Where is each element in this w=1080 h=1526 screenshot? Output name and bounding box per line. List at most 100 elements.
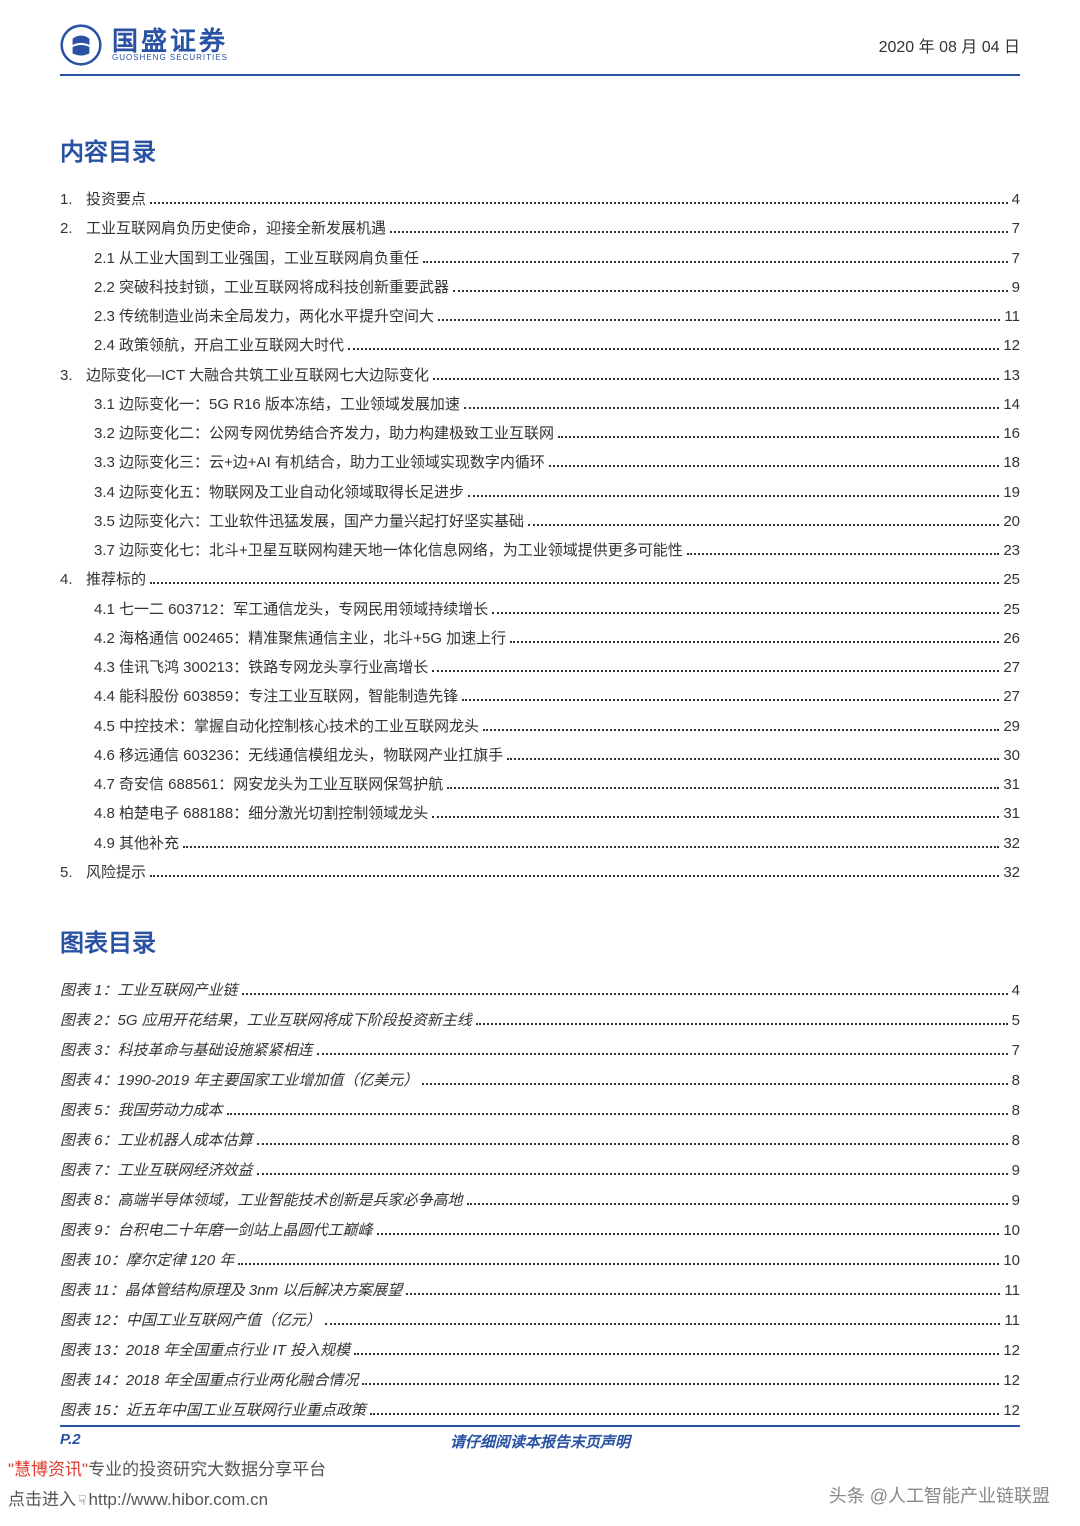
toc-entry[interactable]: 3.7 边际变化七：北斗+卫星互联网构建天地一体化信息网络，为工业领域提供更多可… bbox=[60, 536, 1020, 565]
toc-entry-page: 25 bbox=[1003, 595, 1020, 624]
watermark-url[interactable]: http://www.hibor.com.cn bbox=[89, 1490, 269, 1509]
toc-entry-dots bbox=[464, 407, 999, 409]
toc-entry[interactable]: 5.风险提示32 bbox=[60, 858, 1020, 887]
toc-entry-page: 16 bbox=[1003, 419, 1020, 448]
figure-entry[interactable]: 图表 5：我国劳动力成本8 bbox=[60, 1096, 1020, 1126]
toc-entry-page: 9 bbox=[1012, 273, 1020, 302]
toc-entry[interactable]: 4.6 移远通信 603236：无线通信模组龙头，物联网产业扛旗手30 bbox=[60, 741, 1020, 770]
toc-entry[interactable]: 2.1 从工业大国到工业强国，工业互联网肩负重任7 bbox=[60, 244, 1020, 273]
toc-entry[interactable]: 4.1 七一二 603712：军工通信龙头，专网民用领域持续增长25 bbox=[60, 595, 1020, 624]
logo-cn-text: 国盛证券 bbox=[112, 28, 228, 54]
figure-entry-page: 12 bbox=[1003, 1366, 1020, 1396]
toc-entry-page: 31 bbox=[1003, 770, 1020, 799]
toc-entry-page: 27 bbox=[1003, 682, 1020, 711]
toc-entry[interactable]: 1.投资要点4 bbox=[60, 185, 1020, 214]
toc-entry-dots bbox=[348, 348, 999, 350]
toc-entry[interactable]: 2.2 突破科技封锁，工业互联网将成科技创新重要武器9 bbox=[60, 273, 1020, 302]
toc-entry-dots bbox=[423, 261, 1008, 263]
toc-entry[interactable]: 4.9 其他补充32 bbox=[60, 829, 1020, 858]
toc-entry[interactable]: 4.8 柏楚电子 688188：细分激光切割控制领域龙头31 bbox=[60, 799, 1020, 828]
toc-entry[interactable]: 4.2 海格通信 002465：精准聚焦通信主业，北斗+5G 加速上行26 bbox=[60, 624, 1020, 653]
toc-entry-dots bbox=[390, 231, 1008, 233]
toc-entry[interactable]: 2.工业互联网肩负历史使命，迎接全新发展机遇7 bbox=[60, 214, 1020, 243]
toc-entry[interactable]: 4.3 佳讯飞鸿 300213：铁路专网龙头享行业高增长 27 bbox=[60, 653, 1020, 682]
figure-entry[interactable]: 图表 3：科技革命与基础设施紧紧相连7 bbox=[60, 1036, 1020, 1066]
toc-entry-dots bbox=[507, 758, 999, 760]
toc-entry-page: 18 bbox=[1003, 448, 1020, 477]
toc-entry[interactable]: 3.4 边际变化五：物联网及工业自动化领域取得长足进步19 bbox=[60, 478, 1020, 507]
toc-entry-dots bbox=[687, 553, 1000, 555]
toc-entry[interactable]: 4.4 能科股份 603859：专注工业互联网，智能制造先锋27 bbox=[60, 682, 1020, 711]
toc-entry[interactable]: 3.边际变化—ICT 大融合共筑工业互联网七大边际变化13 bbox=[60, 361, 1020, 390]
toc-entry-label: 4.3 佳讯飞鸿 300213：铁路专网龙头享行业高增长 bbox=[94, 653, 428, 682]
toc-entry-dots bbox=[432, 670, 999, 672]
header-date: 2020 年 08 月 04 日 bbox=[879, 33, 1020, 57]
toc-entry-num: 3. bbox=[60, 361, 86, 390]
toc-entry[interactable]: 3.3 边际变化三：云+边+AI 有机结合，助力工业领域实现数字内循环18 bbox=[60, 448, 1020, 477]
figure-entry-label: 图表 10：摩尔定律 120 年 bbox=[60, 1246, 234, 1276]
figure-entry[interactable]: 图表 15：近五年中国工业互联网行业重点政策 12 bbox=[60, 1396, 1020, 1426]
toc-entry[interactable]: 3.2 边际变化二：公网专网优势结合齐发力，助力构建极致工业互联网16 bbox=[60, 419, 1020, 448]
toc-entry-dots bbox=[528, 524, 999, 526]
figure-entry-dots bbox=[467, 1203, 1008, 1205]
figure-entry-label: 图表 15：近五年中国工业互联网行业重点政策 bbox=[60, 1396, 366, 1426]
toc-entry-page: 29 bbox=[1003, 712, 1020, 741]
toc-entry-page: 25 bbox=[1003, 565, 1020, 594]
figure-entry-dots bbox=[257, 1143, 1008, 1145]
toc-entry[interactable]: 4.7 奇安信 688561：网安龙头为工业互联网保驾护航31 bbox=[60, 770, 1020, 799]
figure-entry-dots bbox=[377, 1233, 1000, 1235]
figure-entry[interactable]: 图表 11：晶体管结构原理及 3nm 以后解决方案展望11 bbox=[60, 1276, 1020, 1306]
figure-entry-page: 8 bbox=[1012, 1066, 1020, 1096]
toc-title: 内容目录 bbox=[60, 132, 1020, 167]
figure-entry[interactable]: 图表 4：1990-2019 年主要国家工业增加值（亿美元）8 bbox=[60, 1066, 1020, 1096]
figure-entry-dots bbox=[257, 1173, 1008, 1175]
figure-entry-page: 11 bbox=[1004, 1306, 1020, 1336]
toc-entry-label: 边际变化—ICT 大融合共筑工业互联网七大边际变化 bbox=[86, 361, 429, 390]
figure-entry-label: 图表 6：工业机器人成本估算 bbox=[60, 1126, 253, 1156]
figure-entry-dots bbox=[406, 1293, 1000, 1295]
toc-entry-page: 12 bbox=[1003, 331, 1020, 360]
figure-entry[interactable]: 图表 6：工业机器人成本估算 8 bbox=[60, 1126, 1020, 1156]
company-logo-icon bbox=[60, 24, 102, 66]
toc-entry-page: 20 bbox=[1003, 507, 1020, 536]
toc-list: 1.投资要点42.工业互联网肩负历史使命，迎接全新发展机遇72.1 从工业大国到… bbox=[60, 185, 1020, 887]
toc-entry[interactable]: 3.1 边际变化一：5G R16 版本冻结，工业领域发展加速14 bbox=[60, 390, 1020, 419]
figure-entry-label: 图表 9：台积电二十年磨一剑站上晶圆代工巅峰 bbox=[60, 1216, 373, 1246]
figure-entry[interactable]: 图表 7：工业互联网经济效益9 bbox=[60, 1156, 1020, 1186]
figure-entry-page: 12 bbox=[1003, 1396, 1020, 1426]
footer-disclaimer: 请仔细阅读本报告末页声明 bbox=[450, 1431, 630, 1452]
toc-entry-page: 30 bbox=[1003, 741, 1020, 770]
toc-entry-page: 7 bbox=[1012, 244, 1020, 273]
figure-entry-dots bbox=[238, 1263, 999, 1265]
toc-entry[interactable]: 4.推荐标的25 bbox=[60, 565, 1020, 594]
toc-entry-label: 2.4 政策领航，开启工业互联网大时代 bbox=[94, 331, 344, 360]
figure-entry[interactable]: 图表 2：5G 应用开花结果，工业互联网将成下阶段投资新主线5 bbox=[60, 1006, 1020, 1036]
watermark-brand: "慧博资讯" bbox=[8, 1460, 88, 1479]
page-header: 国盛证券 GUOSHENG SECURITIES 2020 年 08 月 04 … bbox=[60, 24, 1020, 76]
toc-entry-dots bbox=[492, 612, 999, 614]
toc-entry[interactable]: 3.5 边际变化六：工业软件迅猛发展，国产力量兴起打好坚实基础20 bbox=[60, 507, 1020, 536]
logo-en-text: GUOSHENG SECURITIES bbox=[112, 54, 228, 62]
toc-entry[interactable]: 4.5 中控技术：掌握自动化控制核心技术的工业互联网龙头29 bbox=[60, 712, 1020, 741]
toc-entry[interactable]: 2.3 传统制造业尚未全局发力，两化水平提升空间大11 bbox=[60, 302, 1020, 331]
figure-entry[interactable]: 图表 1：工业互联网产业链4 bbox=[60, 976, 1020, 1006]
figure-entry-page: 10 bbox=[1003, 1246, 1020, 1276]
figure-entry[interactable]: 图表 12：中国工业互联网产值（亿元）11 bbox=[60, 1306, 1020, 1336]
figure-entry[interactable]: 图表 8：高端半导体领域，工业智能技术创新是兵家必争高地9 bbox=[60, 1186, 1020, 1216]
figure-entry-dots bbox=[242, 993, 1008, 995]
toc-entry[interactable]: 2.4 政策领航，开启工业互联网大时代 12 bbox=[60, 331, 1020, 360]
figure-entry-page: 8 bbox=[1012, 1096, 1020, 1126]
figure-entry-page: 4 bbox=[1012, 976, 1020, 1006]
toc-entry-label: 工业互联网肩负历史使命，迎接全新发展机遇 bbox=[86, 214, 386, 243]
figure-entry[interactable]: 图表 10：摩尔定律 120 年 10 bbox=[60, 1246, 1020, 1276]
figure-entry[interactable]: 图表 14：2018 年全国重点行业两化融合情况12 bbox=[60, 1366, 1020, 1396]
figure-entry[interactable]: 图表 9：台积电二十年磨一剑站上晶圆代工巅峰10 bbox=[60, 1216, 1020, 1246]
watermark: "慧博资讯"专业的投资研究大数据分享平台 点击进入☟http://www.hib… bbox=[8, 1455, 326, 1516]
toc-entry-label: 3.4 边际变化五：物联网及工业自动化领域取得长足进步 bbox=[94, 478, 464, 507]
toc-entry-num: 5. bbox=[60, 858, 86, 887]
figure-entry-page: 8 bbox=[1012, 1126, 1020, 1156]
toc-entry-dots bbox=[438, 319, 1000, 321]
toc-entry-label: 4.2 海格通信 002465：精准聚焦通信主业，北斗+5G 加速上行 bbox=[94, 624, 506, 653]
figure-entry[interactable]: 图表 13：2018 年全国重点行业 IT 投入规模12 bbox=[60, 1336, 1020, 1366]
toc-entry-page: 27 bbox=[1003, 653, 1020, 682]
